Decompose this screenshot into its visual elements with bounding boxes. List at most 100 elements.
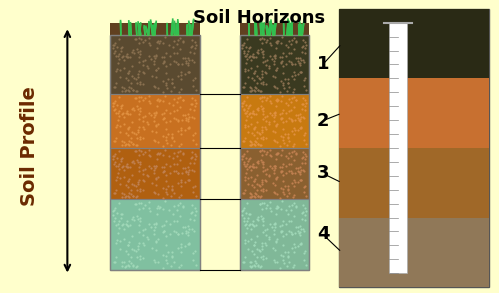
- Point: [259, 161, 267, 166]
- Point: [182, 117, 190, 122]
- Point: [294, 168, 302, 173]
- Point: [256, 143, 264, 148]
- Point: [122, 221, 130, 226]
- Point: [136, 216, 144, 221]
- Point: [111, 85, 119, 89]
- Point: [146, 43, 154, 47]
- Point: [147, 56, 155, 61]
- Point: [241, 188, 249, 192]
- Point: [120, 122, 128, 127]
- Point: [124, 126, 132, 131]
- Point: [156, 151, 164, 156]
- Point: [159, 170, 167, 174]
- Point: [141, 150, 149, 154]
- Point: [297, 58, 305, 62]
- Point: [263, 226, 271, 231]
- Point: [172, 116, 180, 121]
- Point: [271, 163, 279, 168]
- Point: [132, 265, 140, 269]
- Point: [259, 135, 267, 139]
- Point: [159, 186, 167, 191]
- Point: [250, 223, 258, 228]
- Point: [240, 40, 248, 45]
- Point: [139, 178, 147, 182]
- Point: [136, 165, 144, 169]
- Point: [160, 116, 168, 120]
- Point: [279, 64, 287, 68]
- Point: [162, 135, 170, 140]
- Point: [173, 207, 181, 212]
- Point: [252, 188, 260, 192]
- Point: [250, 87, 258, 92]
- Point: [110, 154, 118, 159]
- Point: [284, 103, 292, 107]
- Point: [120, 191, 128, 196]
- Point: [135, 125, 143, 130]
- Point: [257, 255, 265, 260]
- Point: [167, 264, 175, 269]
- Point: [284, 187, 292, 192]
- Point: [179, 205, 187, 210]
- Point: [160, 228, 168, 233]
- Point: [192, 208, 200, 213]
- Point: [292, 39, 300, 44]
- Point: [242, 164, 250, 168]
- Point: [114, 231, 122, 236]
- Point: [117, 157, 125, 161]
- Point: [129, 215, 137, 219]
- Point: [182, 56, 190, 60]
- Point: [182, 170, 190, 175]
- Point: [252, 255, 260, 260]
- Point: [122, 248, 130, 253]
- Point: [150, 58, 158, 63]
- Point: [122, 53, 130, 58]
- Point: [240, 260, 248, 264]
- Point: [258, 180, 266, 184]
- Point: [191, 40, 199, 45]
- Point: [162, 257, 170, 262]
- Point: [168, 254, 176, 259]
- Point: [281, 249, 289, 254]
- Point: [144, 66, 152, 70]
- Point: [277, 253, 285, 257]
- Point: [189, 77, 197, 82]
- Point: [250, 193, 258, 198]
- Point: [246, 211, 254, 216]
- Point: [299, 96, 307, 100]
- Point: [279, 257, 287, 262]
- Point: [250, 55, 258, 59]
- Point: [179, 166, 187, 170]
- Point: [124, 243, 132, 248]
- Point: [158, 112, 166, 117]
- Text: Soil Profile: Soil Profile: [20, 86, 39, 207]
- Point: [239, 208, 247, 213]
- Point: [267, 225, 275, 230]
- Point: [174, 181, 182, 186]
- Point: [168, 249, 176, 254]
- Bar: [110, 35, 200, 94]
- Point: [133, 194, 141, 199]
- Point: [177, 132, 185, 137]
- Point: [116, 182, 124, 186]
- Point: [143, 234, 151, 239]
- Point: [283, 187, 291, 192]
- Point: [253, 217, 261, 222]
- Point: [244, 247, 252, 251]
- Point: [287, 108, 295, 113]
- Point: [291, 170, 299, 175]
- Point: [177, 184, 185, 189]
- Point: [133, 81, 141, 86]
- Point: [292, 205, 300, 210]
- Point: [132, 95, 140, 100]
- Point: [130, 218, 138, 222]
- Point: [247, 85, 255, 90]
- Point: [279, 234, 287, 239]
- Point: [270, 168, 278, 173]
- Point: [118, 156, 126, 161]
- Point: [297, 241, 305, 246]
- Point: [250, 243, 258, 248]
- Point: [244, 182, 252, 186]
- Point: [299, 209, 307, 214]
- Point: [247, 66, 255, 71]
- Point: [129, 142, 137, 146]
